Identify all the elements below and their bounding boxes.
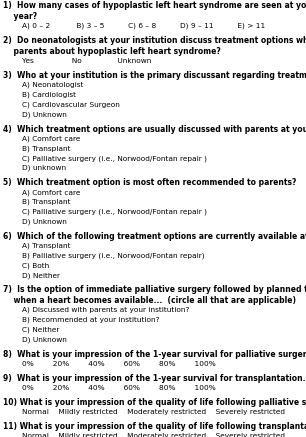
Text: B) Palliative surgery (i.e., Norwood/Fontan repair): B) Palliative surgery (i.e., Norwood/Fon… bbox=[3, 253, 205, 259]
Text: A) 0 – 2           B) 3 – 5          C) 6 – 8          D) 9 – 11          E) > 1: A) 0 – 2 B) 3 – 5 C) 6 – 8 D) 9 – 11 E) … bbox=[3, 23, 265, 29]
Text: Normal    Mildly restricted    Moderately restricted    Severely restricted: Normal Mildly restricted Moderately rest… bbox=[3, 433, 285, 437]
Text: D) Unknown: D) Unknown bbox=[3, 336, 67, 343]
Text: C) Neither: C) Neither bbox=[3, 327, 59, 333]
Text: 10) What is your impression of the quality of life following palliative surgery : 10) What is your impression of the quali… bbox=[3, 398, 306, 407]
Text: D) Neither: D) Neither bbox=[3, 272, 60, 278]
Text: Normal    Mildly restricted    Moderately restricted    Severely restricted: Normal Mildly restricted Moderately rest… bbox=[3, 409, 285, 415]
Text: A) Neonatologist: A) Neonatologist bbox=[3, 82, 84, 88]
Text: 4)  Which treatment options are usually discussed with parents at your instituti: 4) Which treatment options are usually d… bbox=[3, 125, 306, 134]
Text: 8)  What is your impression of the 1-year survival for palliative surgery repair: 8) What is your impression of the 1-year… bbox=[3, 350, 306, 359]
Text: 2)  Do neonatologists at your institution discuss treatment options when talking: 2) Do neonatologists at your institution… bbox=[3, 36, 306, 45]
Text: 7)  Is the option of immediate palliative surgery followed by planned transplant: 7) Is the option of immediate palliative… bbox=[3, 285, 306, 294]
Text: D) Unknown: D) Unknown bbox=[3, 111, 67, 118]
Text: 0%        20%        40%        60%        80%        100%: 0% 20% 40% 60% 80% 100% bbox=[3, 385, 216, 391]
Text: Yes                No               Unknown: Yes No Unknown bbox=[3, 58, 151, 64]
Text: C) Cardiovascular Surgeon: C) Cardiovascular Surgeon bbox=[3, 102, 120, 108]
Text: D) unknown: D) unknown bbox=[3, 165, 66, 171]
Text: year?: year? bbox=[3, 12, 37, 21]
Text: C) Palliative surgery (i.e., Norwood/Fontan repair ): C) Palliative surgery (i.e., Norwood/Fon… bbox=[3, 209, 207, 215]
Text: A) Discussed with parents at your institution?: A) Discussed with parents at your instit… bbox=[3, 307, 189, 313]
Text: A) Transplant: A) Transplant bbox=[3, 243, 71, 249]
Text: parents about hypoplastic left heart syndrome?: parents about hypoplastic left heart syn… bbox=[3, 47, 221, 56]
Text: B) Transplant: B) Transplant bbox=[3, 199, 71, 205]
Text: 5)  Which treatment option is most often recommended to parents?: 5) Which treatment option is most often … bbox=[3, 178, 297, 187]
Text: 9)  What is your impression of the 1-year survival for transplantation.: 9) What is your impression of the 1-year… bbox=[3, 374, 306, 383]
Text: A) Comfort care: A) Comfort care bbox=[3, 189, 80, 195]
Text: 1)  How many cases of hypoplastic left heart syndrome are seen at your instituti: 1) How many cases of hypoplastic left he… bbox=[3, 1, 306, 10]
Text: 6)  Which of the following treatment options are currently available at your ins: 6) Which of the following treatment opti… bbox=[3, 232, 306, 241]
Text: B) Transplant: B) Transplant bbox=[3, 145, 71, 152]
Text: B) Recommended at your institution?: B) Recommended at your institution? bbox=[3, 317, 159, 323]
Text: when a heart becomes available...  (circle all that are applicable): when a heart becomes available... (circl… bbox=[3, 296, 296, 305]
Text: C) Palliative surgery (i.e., Norwood/Fontan repair ): C) Palliative surgery (i.e., Norwood/Fon… bbox=[3, 155, 207, 162]
Text: 0%        20%        40%        60%        80%        100%: 0% 20% 40% 60% 80% 100% bbox=[3, 361, 216, 367]
Text: 11) What is your impression of the quality of life following transplantation: 11) What is your impression of the quali… bbox=[3, 422, 306, 431]
Text: 3)  Who at your institution is the primary discussant regarding treatment option: 3) Who at your institution is the primar… bbox=[3, 71, 306, 80]
Text: C) Both: C) Both bbox=[3, 262, 49, 269]
Text: A) Comfort care: A) Comfort care bbox=[3, 135, 80, 142]
Text: D) Unknown: D) Unknown bbox=[3, 218, 67, 225]
Text: B) Cardiologist: B) Cardiologist bbox=[3, 92, 76, 98]
